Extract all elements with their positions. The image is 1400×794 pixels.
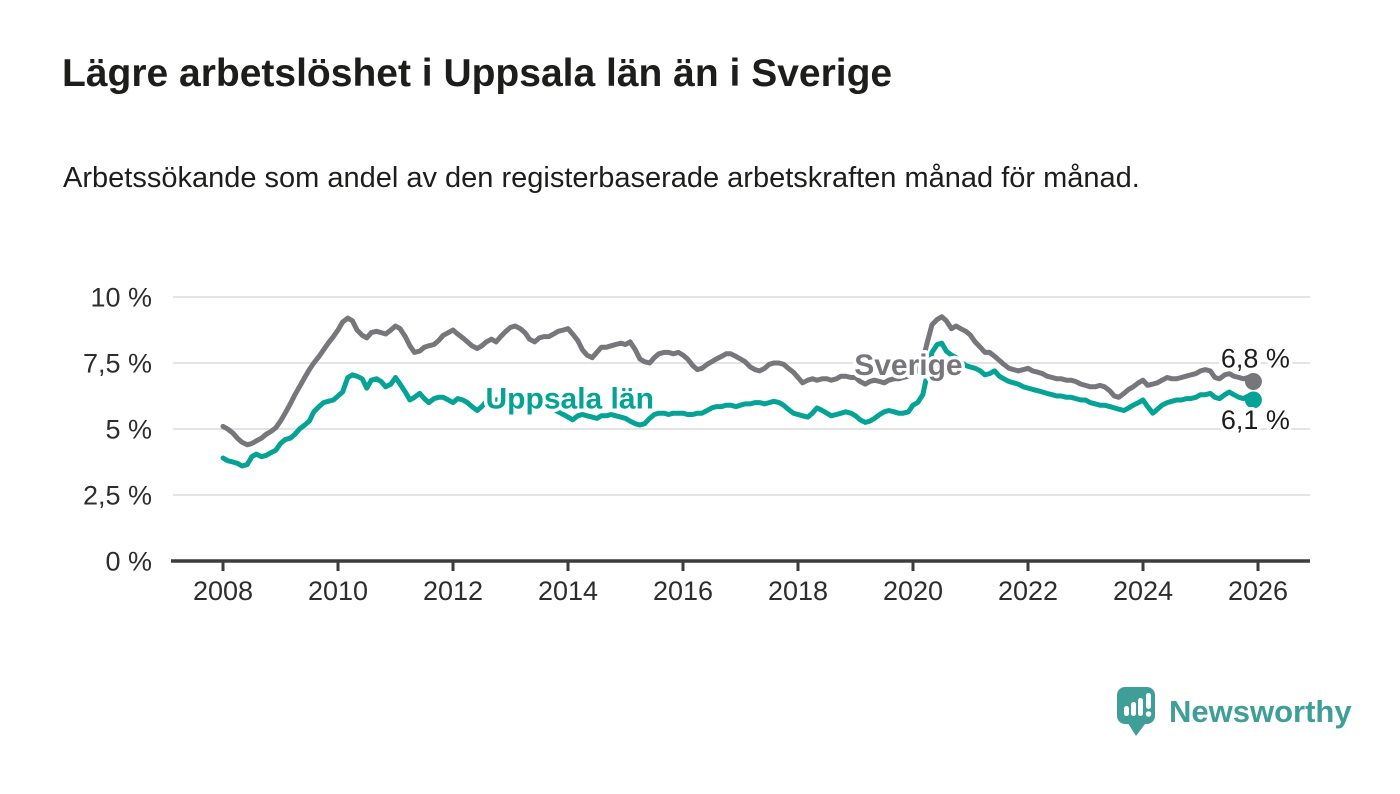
page-subtitle: Arbetssökande som andel av den registerb… <box>63 162 1140 194</box>
series-line-uppsala-l-n <box>220 340 1256 469</box>
x-axis-tick-label: 2018 <box>768 576 828 606</box>
y-axis-tick-label: 5 % <box>105 415 152 445</box>
y-axis-tick-label: 0 % <box>105 547 152 577</box>
series-end-value-label: 6,8 % <box>1221 343 1290 373</box>
y-axis-tick-label: 2,5 % <box>83 481 152 511</box>
series-end-dot <box>1244 372 1262 390</box>
series-label: Sverige <box>854 349 962 382</box>
page-title: Lägre arbetslöshet i Uppsala län än i Sv… <box>62 52 893 95</box>
logo-icon-bars <box>1124 693 1152 717</box>
brand-footer: Newsworthy <box>1116 686 1352 737</box>
series-end-value-label: 6,1 % <box>1221 405 1290 435</box>
x-axis-tick-label: 2020 <box>883 576 943 606</box>
brand-name: Newsworthy <box>1169 693 1352 729</box>
x-axis-tick-label: 2016 <box>653 576 713 606</box>
bar-chart-speech-bubble-icon <box>1117 687 1155 736</box>
x-axis-tick-label: 2012 <box>423 576 483 606</box>
x-axis-tick-label: 2024 <box>1113 576 1173 606</box>
x-axis-tick-label: 2014 <box>538 576 598 606</box>
y-axis-tick-label: 7,5 % <box>83 349 152 379</box>
series-line-sverige <box>220 314 1256 448</box>
y-axis-tick-label: 10 % <box>90 283 152 313</box>
x-axis-tick-label: 2010 <box>308 576 368 606</box>
x-axis-tick-label: 2022 <box>998 576 1058 606</box>
series-label: Uppsala län <box>486 383 654 416</box>
series-end-dot <box>1244 391 1262 409</box>
x-axis-tick-label: 2008 <box>193 576 253 606</box>
x-axis-tick-label: 2026 <box>1228 576 1288 606</box>
